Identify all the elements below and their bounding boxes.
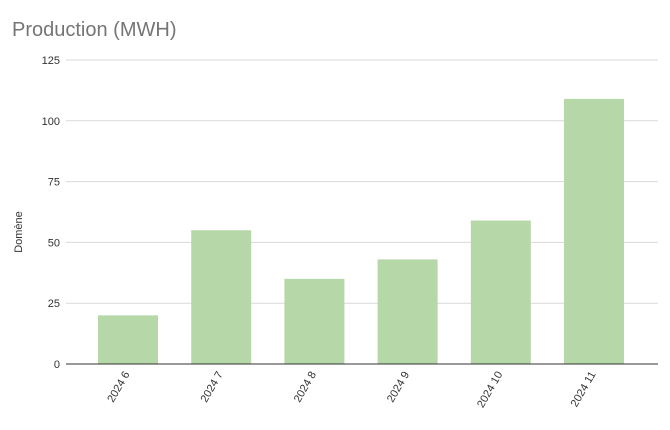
y-axis-label: Domène xyxy=(13,211,25,253)
y-axis-ticks: 0 25 50 75 100 125 xyxy=(42,55,60,371)
x-tick-label: 2024 8 xyxy=(292,370,319,405)
y-tick-label: 75 xyxy=(48,177,60,189)
y-tick-label: 0 xyxy=(54,359,60,371)
y-tick-label: 125 xyxy=(42,55,60,67)
bar-2024-8 xyxy=(284,278,345,364)
x-axis-ticks: 2024 6 2024 7 2024 8 2024 9 2024 10 2024 11 xyxy=(105,370,598,410)
bar-2024-7 xyxy=(191,230,252,364)
x-tick-label: 2024 11 xyxy=(569,370,599,410)
bar-2024-11 xyxy=(564,98,624,365)
x-tick-label: 2024 7 xyxy=(199,370,226,405)
y-tick-label: 50 xyxy=(48,237,60,249)
y-tick-label: 100 xyxy=(42,116,60,128)
x-tick-label: 2024 10 xyxy=(475,370,505,410)
bars xyxy=(98,98,624,365)
bar-2024-10 xyxy=(470,220,531,364)
gridlines xyxy=(66,59,658,304)
bar-2024-9 xyxy=(377,259,438,364)
bar-2024-6 xyxy=(98,315,158,364)
x-tick-label: 2024 9 xyxy=(385,370,412,405)
y-tick-label: 25 xyxy=(48,298,60,310)
x-tick-label: 2024 6 xyxy=(105,370,132,405)
chart-title: Production (MWH) xyxy=(12,19,177,41)
